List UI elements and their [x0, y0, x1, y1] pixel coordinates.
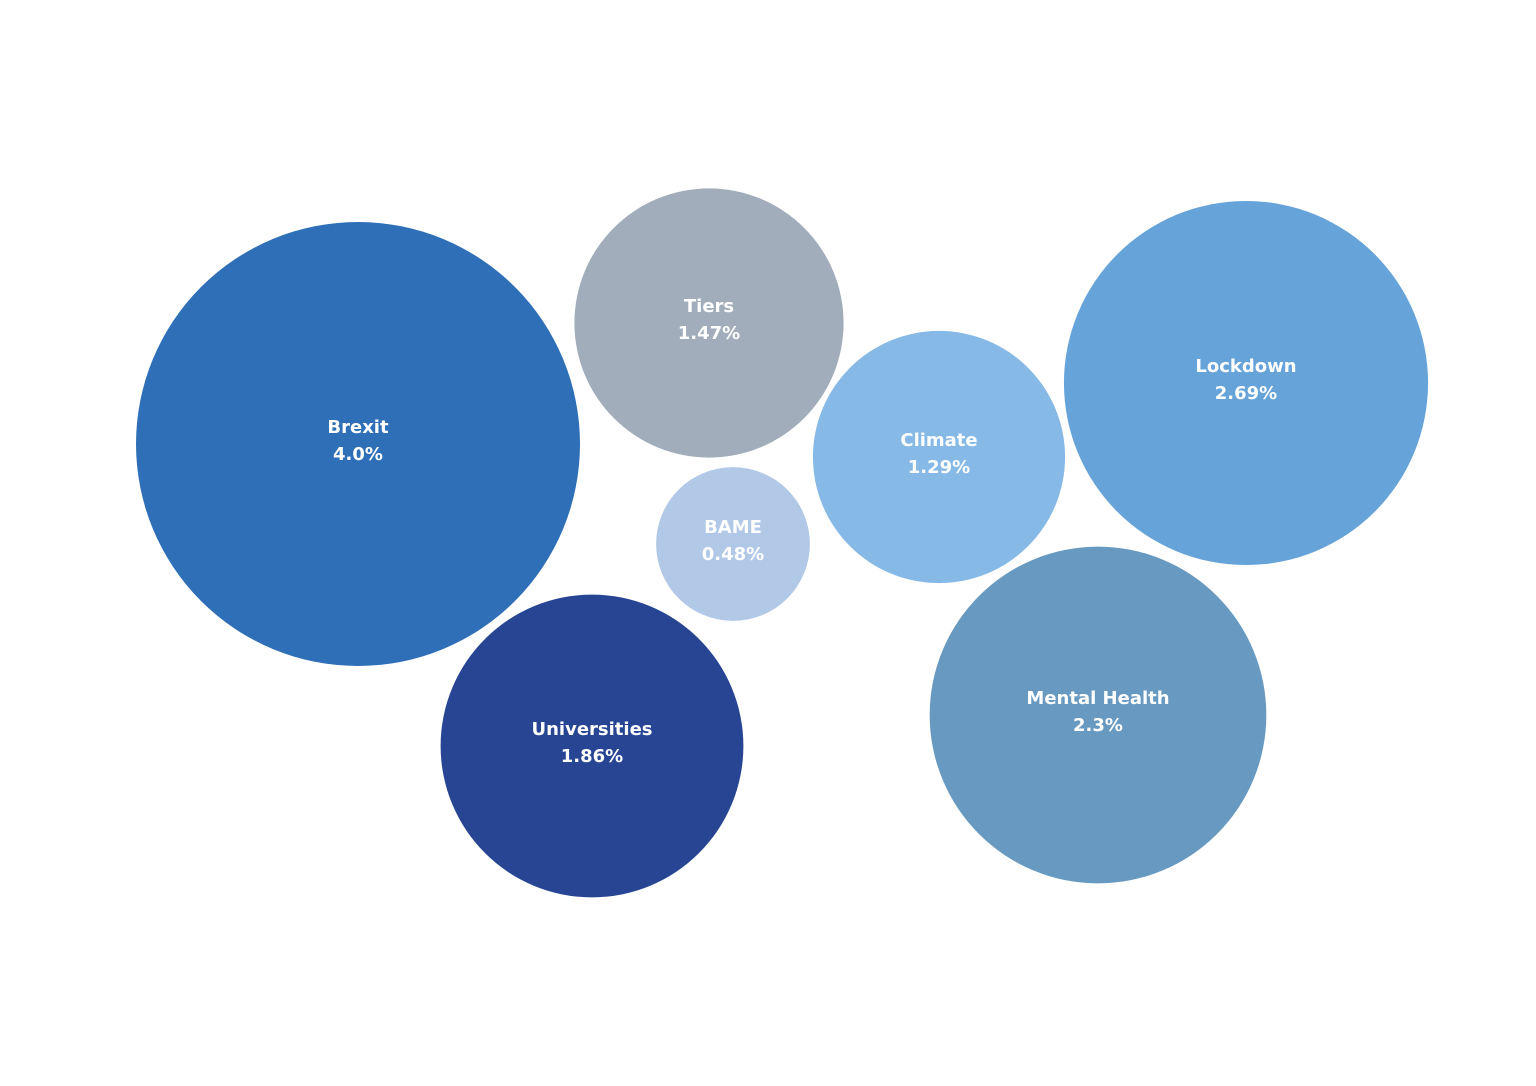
bubble — [812, 330, 1066, 584]
bubble-label: Mental Health — [1026, 688, 1169, 709]
bubble-value: 4.0% — [333, 444, 383, 465]
bubble — [574, 188, 844, 458]
bubble-value: 0.48% — [702, 544, 764, 565]
bubble-label: Lockdown — [1195, 356, 1296, 377]
bubble — [136, 222, 580, 666]
bubble-value: 1.29% — [908, 457, 970, 478]
bubble-label: Brexit — [327, 417, 389, 438]
bubble-value: 2.69% — [1215, 383, 1277, 404]
bubble-label: Climate — [900, 430, 977, 451]
bubble-label: Universities — [532, 719, 653, 740]
bubble-label: Tiers — [684, 296, 734, 317]
bubble — [1063, 200, 1429, 566]
bubble — [440, 594, 744, 898]
bubble-value: 2.3% — [1073, 715, 1123, 736]
bubble — [656, 467, 810, 621]
bubble-value: 1.86% — [561, 746, 623, 767]
bubble — [929, 546, 1267, 884]
bubble-value: 1.47% — [678, 323, 740, 344]
bubble-label: BAME — [704, 517, 762, 538]
